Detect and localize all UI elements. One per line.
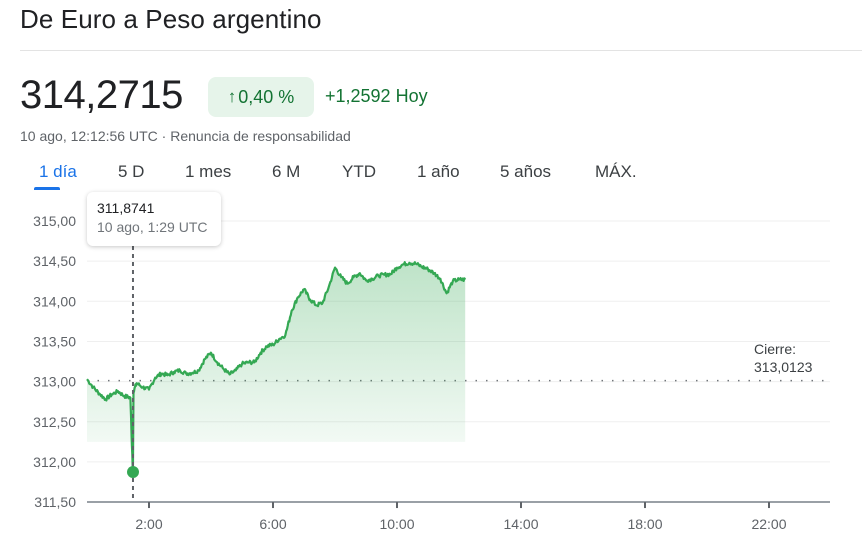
close-label-value: 313,0123 — [754, 359, 813, 375]
timestamp-line: 10 ago, 12:12:56 UTC · Renuncia de respo… — [20, 128, 351, 144]
y-tick-label: 313,00 — [33, 374, 76, 390]
y-tick-label: 315,00 — [33, 213, 76, 229]
price-line — [86, 261, 467, 474]
x-tick-label: 22:00 — [751, 516, 786, 532]
tab-1-month[interactable]: 1 mes — [185, 162, 232, 181]
x-tick-label: 18:00 — [627, 516, 662, 532]
price-area — [87, 262, 466, 473]
tab-5-days[interactable]: 5 D — [118, 162, 145, 181]
y-tick-label: 311,50 — [34, 494, 76, 510]
active-tab-indicator — [34, 187, 60, 190]
y-tick-label: 313,50 — [33, 333, 76, 349]
y-tick-label: 312,00 — [33, 454, 76, 470]
highlight-point — [126, 466, 139, 479]
page-title: De Euro a Peso argentino — [20, 4, 322, 34]
tab-5-years[interactable]: 5 años — [500, 162, 552, 181]
tab-ytd[interactable]: YTD — [342, 162, 376, 181]
tab-1-year[interactable]: 1 año — [417, 162, 460, 181]
tooltip-value: 311,8741 — [97, 200, 155, 216]
title-divider — [20, 50, 862, 51]
change-percent: 0,40 % — [238, 86, 295, 107]
timestamp: 10 ago, 12:12:56 UTC — [20, 128, 158, 144]
separator: · — [157, 128, 171, 144]
disclaimer-link[interactable]: Renuncia de responsabilidad — [170, 128, 351, 144]
tab-1-day[interactable]: 1 día — [39, 162, 77, 181]
price-chart[interactable]: 315,00 314,50 314,00 313,50 313,00 312,50 312,… — [0, 190, 862, 550]
x-tick-label: 2:00 — [135, 516, 162, 532]
close-label-title: Cierre: — [754, 341, 797, 357]
change-percent-badge: ↑ 0,40 % — [208, 77, 314, 117]
close-label: Cierre: 313,0123 — [754, 340, 812, 376]
tab-max[interactable]: MÁX. — [595, 162, 637, 181]
x-axis-labels: 2:00 6:00 10:00 14:00 18:00 22:00 — [135, 502, 787, 532]
x-tick-label: 10:00 — [379, 516, 414, 532]
y-tick-label: 314,00 — [33, 293, 76, 309]
x-tick-label: 6:00 — [259, 516, 286, 532]
tab-6-months[interactable]: 6 M — [272, 162, 301, 181]
arrow-up-icon: ↑ — [227, 87, 237, 106]
y-tick-label: 314,50 — [33, 253, 76, 269]
tooltip-time: 10 ago, 1:29 UTC — [97, 219, 208, 235]
x-tick-label: 14:00 — [503, 516, 538, 532]
y-tick-label: 312,50 — [33, 414, 76, 430]
y-axis-labels: 315,00 314,50 314,00 313,50 313,00 312,50 312,… — [33, 213, 76, 510]
current-price: 314,2715 — [20, 73, 183, 117]
change-absolute: +1,2592 Hoy — [325, 86, 428, 106]
range-tabs: 1 día 5 D 1 mes 6 M YTD 1 año 5 años MÁX… — [0, 160, 862, 190]
hover-tooltip: 311,8741 10 ago, 1:29 UTC — [87, 192, 221, 246]
